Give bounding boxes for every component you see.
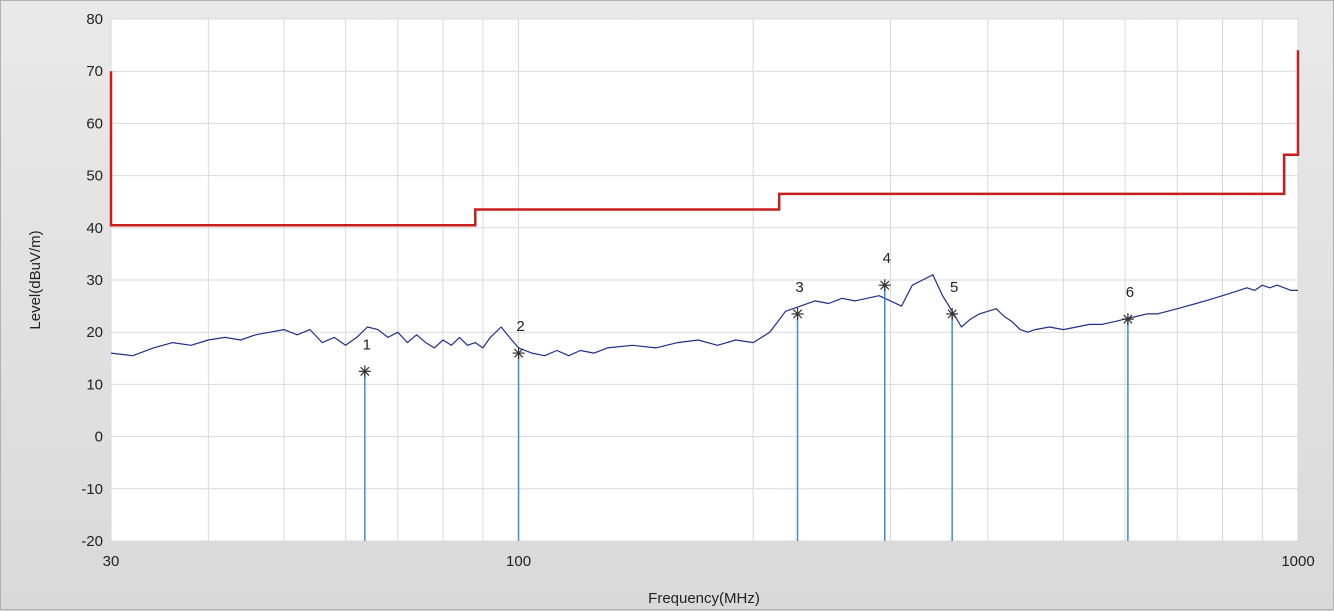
marker-star — [1121, 313, 1134, 326]
marker-label: 3 — [795, 279, 803, 296]
y-tick-label: -20 — [81, 533, 103, 550]
tick-layer: -20 -10 0 10 20 30 40 50 60 70 80 30 100 1000 — [81, 11, 1314, 570]
marker-star — [791, 307, 804, 320]
x-axis-title: Frequency(MHz) — [648, 590, 760, 607]
marker-label: 6 — [1126, 284, 1134, 301]
y-tick-label: 10 — [86, 376, 103, 393]
x-tick-label: 30 — [103, 553, 120, 570]
y-tick-label: 80 — [86, 11, 103, 28]
y-tick-label: 30 — [86, 272, 103, 289]
marker-label: 5 — [950, 279, 958, 296]
x-tick-label: 1000 — [1281, 553, 1314, 570]
marker-label: 1 — [363, 336, 371, 353]
y-tick-label: 0 — [95, 429, 103, 446]
measurement-trace — [110, 274, 1298, 357]
y-tick-label: 70 — [86, 63, 103, 80]
y-tick-label: 20 — [86, 324, 103, 341]
series-layer — [109, 50, 1300, 357]
y-tick-label: -10 — [81, 481, 103, 498]
y-tick-label: 40 — [86, 220, 103, 237]
marker-star — [946, 307, 959, 320]
marker-star — [512, 347, 525, 360]
marker-star — [358, 365, 371, 378]
marker-star — [878, 279, 891, 292]
x-tick-label: 100 — [506, 553, 531, 570]
limit-line — [109, 50, 1300, 227]
y-axis-title: Level(dBuV/m) — [27, 230, 44, 329]
marker-label: 2 — [516, 318, 524, 335]
y-tick-label: 50 — [86, 168, 103, 185]
marker-layer: 1 2 3 4 5 6 — [358, 250, 1134, 541]
grid — [110, 18, 1299, 542]
marker-label: 4 — [883, 250, 891, 267]
y-tick-label: 60 — [86, 115, 103, 132]
